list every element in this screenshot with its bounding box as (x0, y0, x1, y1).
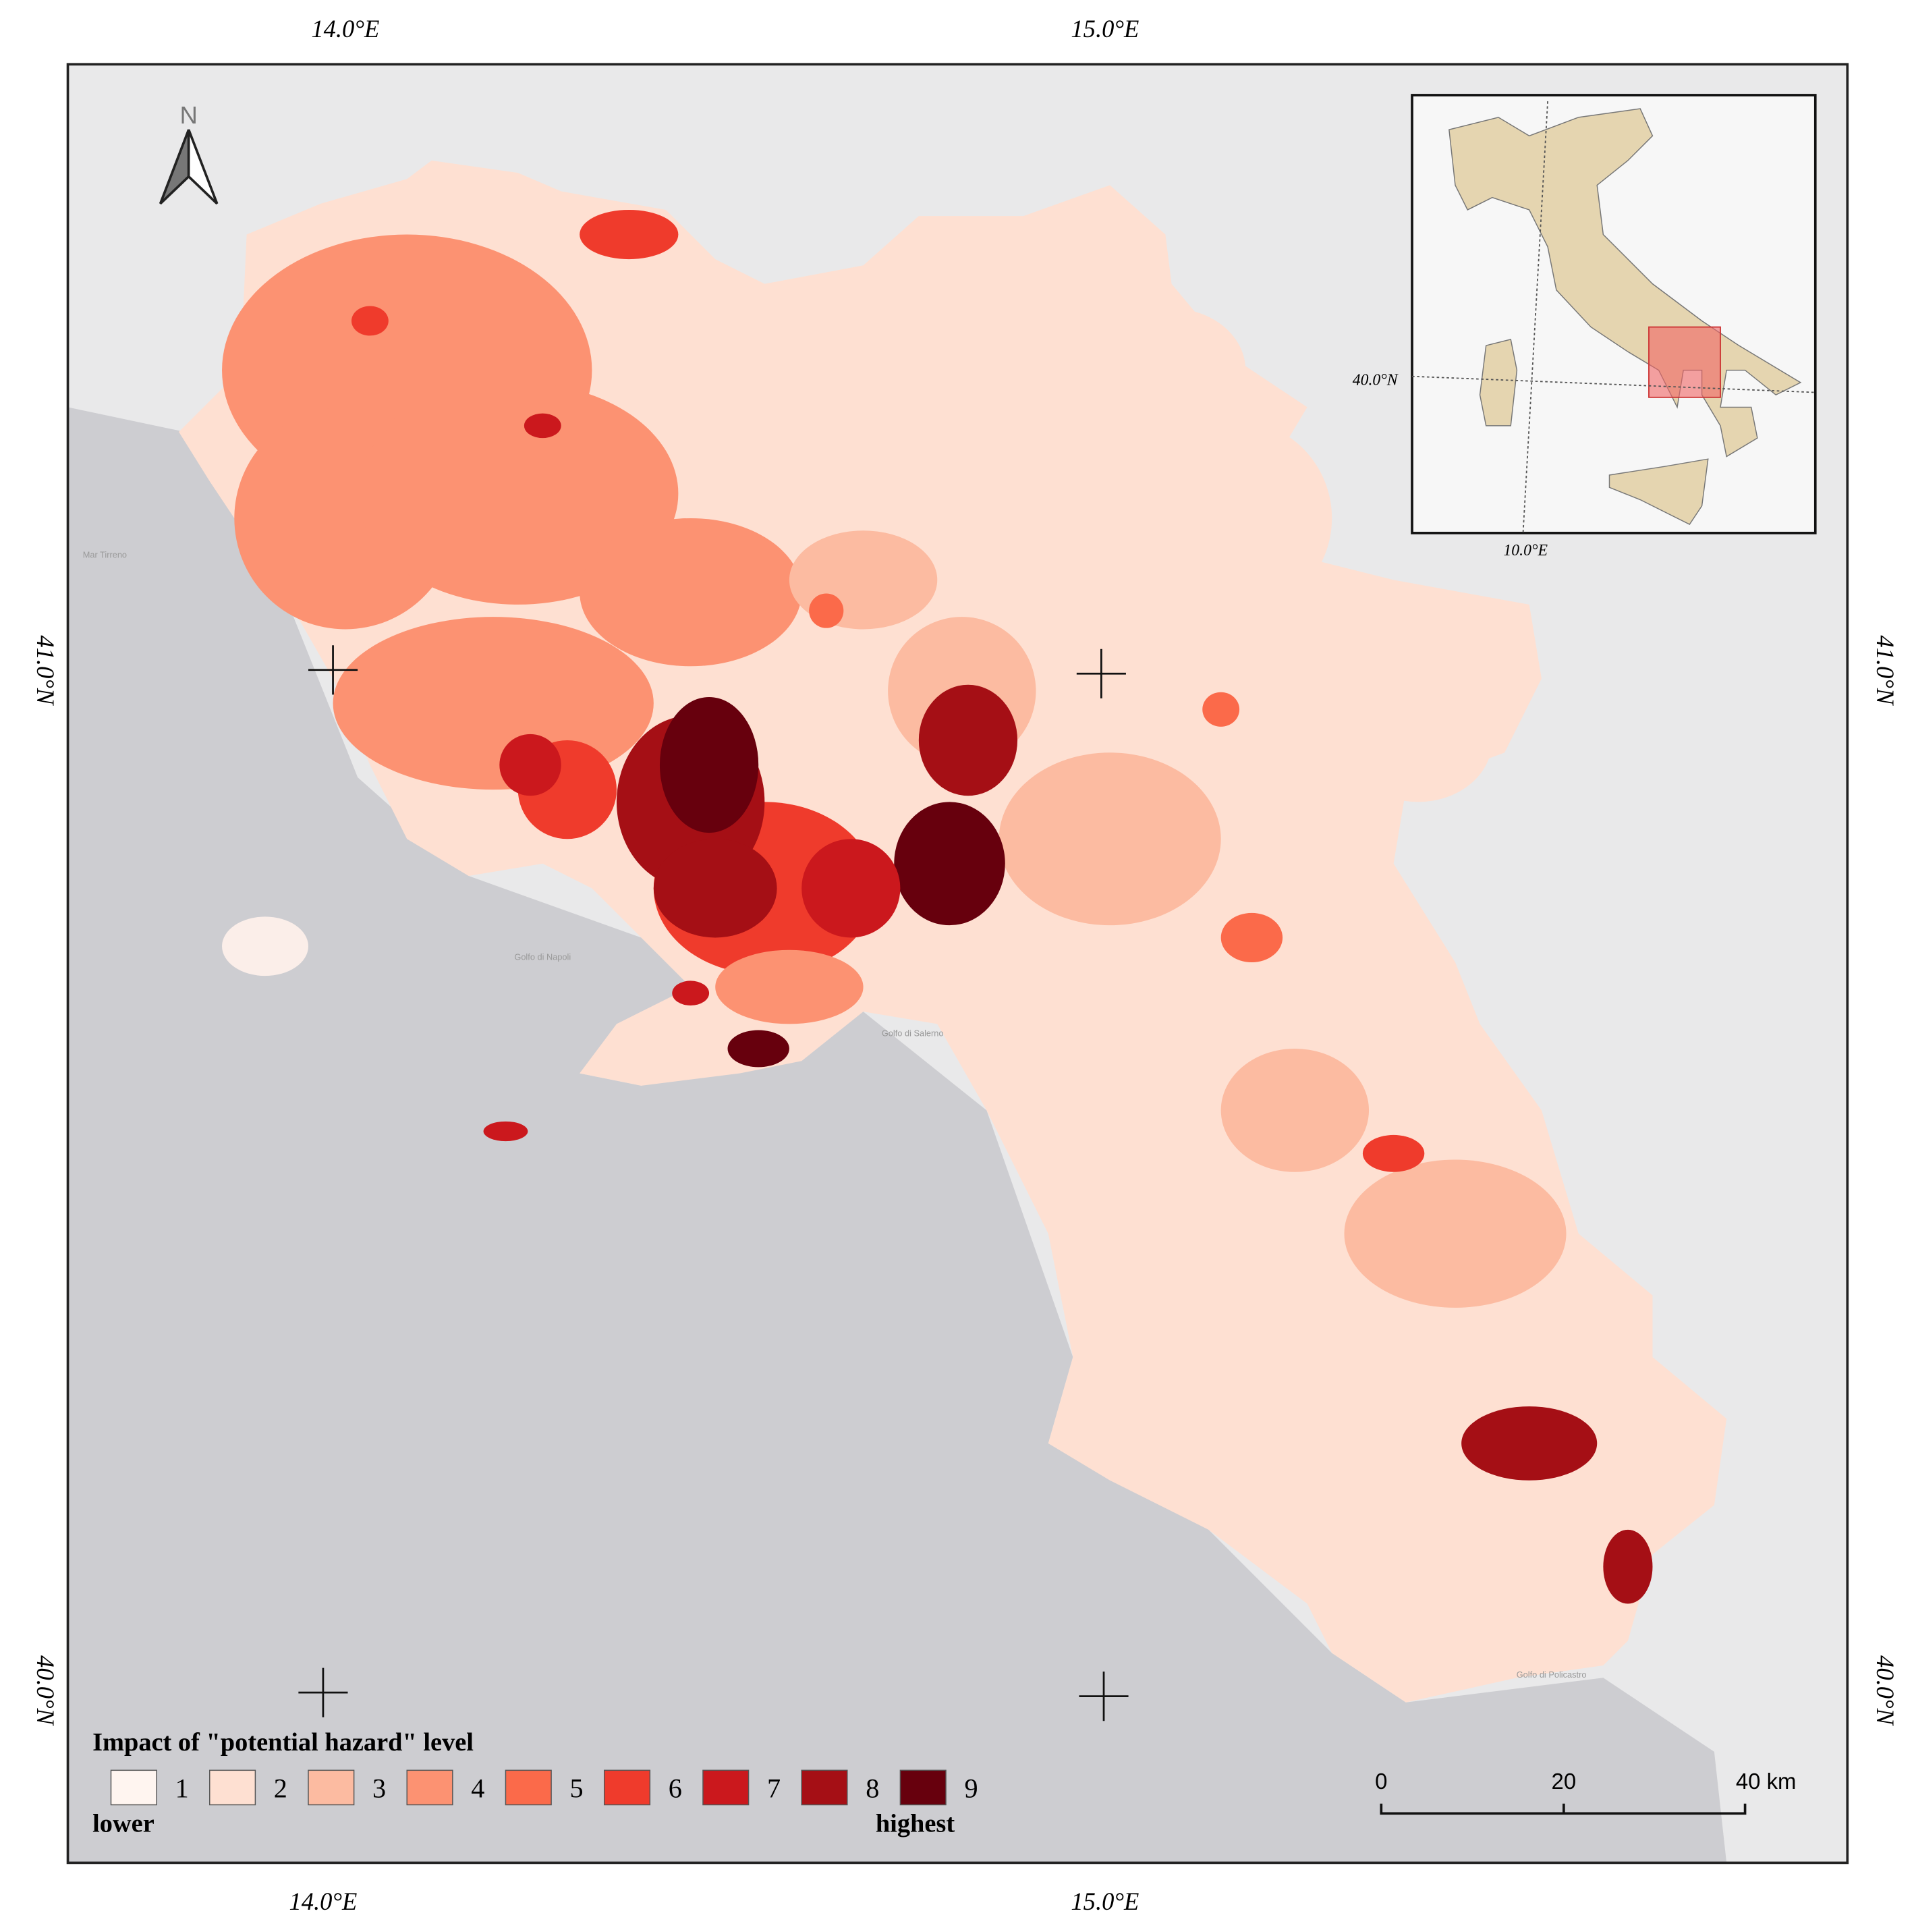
hazard-zone (524, 413, 561, 439)
hazard-zone (1603, 1529, 1653, 1604)
hazard-zone (1362, 1134, 1425, 1172)
legend-swatch (505, 1769, 552, 1806)
hazard-zones (222, 209, 1653, 1616)
lon-label: 15.0°E (1071, 1887, 1139, 1915)
legend-swatch (603, 1769, 651, 1806)
lat-label: 41.0°N (32, 635, 59, 707)
hazard-zone (998, 752, 1221, 926)
lat-label: 41.0°N (1871, 635, 1899, 707)
legend-label: 5 (570, 1773, 584, 1804)
hazard-zone (1134, 1295, 1332, 1419)
hazard-zone (672, 981, 710, 1005)
hazard-zone (659, 697, 759, 833)
scale-label: 40 km (1736, 1769, 1797, 1794)
legend-high: highest (876, 1810, 955, 1838)
hazard-zone (653, 839, 777, 938)
sea-label: Golfo di Policastro (1517, 1669, 1587, 1680)
map-frame (66, 63, 1849, 1865)
sea-label: Golfo di Salerno (882, 1028, 944, 1039)
hazard-zone (358, 382, 679, 605)
legend-label: 3 (372, 1773, 386, 1804)
hazard-zone (499, 734, 561, 796)
hazard-zone (580, 209, 679, 260)
hazard-zone (1134, 419, 1332, 617)
legend-label: 4 (471, 1773, 484, 1804)
hazard-zone (1344, 1159, 1567, 1308)
sea-label: Mar Tirreno (83, 549, 127, 559)
legend-swatch (406, 1769, 453, 1806)
legend-swatch (308, 1769, 355, 1806)
graticule-crosses (298, 645, 1129, 1721)
legend: 1 2 3 4 5 6 7 8 9 (110, 1769, 978, 1806)
sea (67, 407, 1727, 1863)
hazard-zone (727, 1030, 789, 1068)
hazard-zone (1344, 678, 1492, 802)
hazard-zone (580, 518, 802, 667)
legend-swatch (702, 1769, 750, 1806)
legend-swatch (899, 1769, 947, 1806)
hazard-zone (351, 306, 389, 336)
inset-map: 40.0°N 10.0°E (1353, 94, 1817, 559)
hazard-zone (1220, 912, 1283, 963)
legend-swatch (110, 1769, 157, 1806)
inset-lon-label: 10.0°E (1503, 542, 1548, 559)
hazard-zone (715, 949, 864, 1024)
legend-label: 1 (175, 1773, 189, 1804)
hazard-zone (801, 839, 901, 938)
sea-label: Golfo di Napoli (514, 951, 571, 962)
north-label: N (179, 101, 197, 129)
lon-label: 14.0°E (289, 1887, 357, 1915)
island (222, 916, 308, 976)
scale-label: 20 (1552, 1769, 1577, 1794)
inset-lat-label: 40.0°N (1353, 372, 1399, 389)
lat-label: 40.0°N (32, 1655, 59, 1727)
hazard-zone (918, 684, 1018, 796)
hazard-zone (1220, 1048, 1370, 1172)
scale-bar: 0 20 40 km (1375, 1769, 1797, 1815)
scale-label: 0 (1375, 1769, 1387, 1794)
hazard-zone (809, 593, 844, 628)
hazard-zone (1202, 692, 1240, 727)
hazard-zone (894, 802, 1005, 926)
legend-label: 7 (767, 1773, 781, 1804)
lon-label: 15.0°E (1071, 15, 1139, 43)
hazard-zone (483, 1121, 528, 1142)
lon-label: 14.0°E (311, 15, 379, 43)
north-arrow: N (159, 101, 219, 205)
hazard-zone (1097, 308, 1246, 432)
legend-title: Impact of "potential hazard" level (92, 1728, 474, 1757)
legend-swatch (801, 1769, 848, 1806)
lat-label: 40.0°N (1871, 1655, 1899, 1727)
legend-swatch (209, 1769, 256, 1806)
legend-low: lower (92, 1810, 154, 1838)
legend-label: 9 (964, 1773, 978, 1804)
hazard-zone (1319, 1468, 1517, 1616)
legend-label: 2 (274, 1773, 287, 1804)
legend-label: 6 (669, 1773, 682, 1804)
hazard-zone (1461, 1406, 1598, 1481)
legend-label: 8 (866, 1773, 879, 1804)
